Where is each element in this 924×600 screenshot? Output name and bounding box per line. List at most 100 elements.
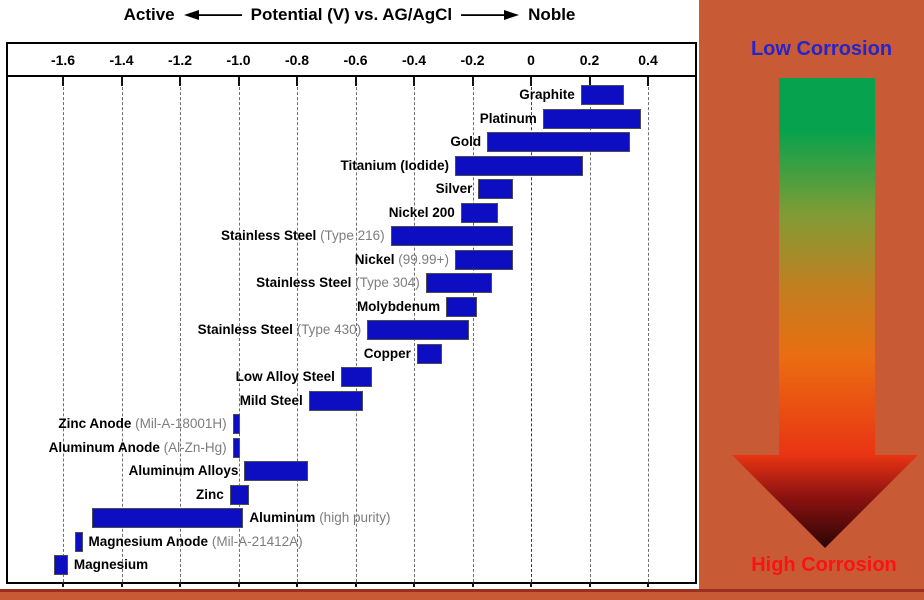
series-label: Magnesium Anode (Mil-A-21412A) <box>89 532 303 552</box>
series-label: Nickel 200 <box>389 203 455 223</box>
series-bar <box>308 390 364 411</box>
series-name: Aluminum Alloys <box>128 463 239 478</box>
axis-tick-mark <box>413 77 415 86</box>
axis-tick-label: -1.4 <box>109 51 134 68</box>
series-bar <box>478 179 513 199</box>
gridline <box>297 77 298 582</box>
axis-tick-label: -1.0 <box>226 51 251 68</box>
series-bar <box>460 202 498 223</box>
series-name: Mild Steel <box>239 392 303 408</box>
axis-tick-mark <box>179 77 181 86</box>
series-label: Graphite <box>519 85 575 105</box>
title-noble: Noble <box>528 5 576 24</box>
series-label: Magnesium <box>74 555 148 575</box>
series-bar <box>340 367 373 387</box>
series-name: Aluminum <box>249 510 316 525</box>
series-label: Stainless Steel (Type 216) <box>221 226 385 246</box>
series-label: Stainless Steel (Type 430) <box>198 320 362 340</box>
series-bar <box>487 132 630 152</box>
series-bar <box>580 85 624 105</box>
series-label: Stainless Steel (Type 304) <box>256 273 420 293</box>
series-label: Mild Steel <box>240 391 303 411</box>
series-name: Silver <box>435 181 473 196</box>
series-bar <box>232 414 241 434</box>
axis-tick-mark <box>471 77 474 86</box>
series-label: Aluminum Anode (Al-Zn-Hg) <box>49 438 227 458</box>
axis-tick-mark <box>237 582 240 587</box>
series-note: (Mil-A-18001H) <box>135 416 227 431</box>
series-label: Titanium (Iodide) <box>340 156 449 176</box>
series-bar <box>92 508 244 528</box>
series-label: Platinum <box>480 109 537 129</box>
series-label: Aluminum Alloys <box>129 461 239 481</box>
series-label: Gold <box>450 132 481 152</box>
series-label: Nickel (99.99+) <box>355 250 449 270</box>
series-name: Molybdenum <box>356 298 441 314</box>
high-corrosion-label: High Corrosion <box>751 554 897 576</box>
corrosion-arrow-shaft <box>779 78 875 455</box>
series-bar <box>446 296 478 317</box>
axis-tick-mark <box>530 582 532 587</box>
series-name: Platinum <box>479 110 537 126</box>
axis-tick-mark <box>296 77 298 86</box>
axis-tick-label: -0.8 <box>284 51 310 68</box>
series-note: (Type 304) <box>355 275 420 290</box>
series-bar <box>367 320 469 340</box>
series-name: Magnesium <box>73 557 149 572</box>
series-bar <box>425 273 493 293</box>
axis-tick-label: 0.2 <box>579 51 600 68</box>
series-bar <box>244 461 308 481</box>
gridline <box>355 77 357 582</box>
corrosion-legend-panel: Low Corrosion High Corrosion <box>699 0 924 600</box>
series-name: Magnesium Anode <box>88 533 209 549</box>
axis-tick-mark <box>62 77 64 86</box>
axis-tick-label: -1.6 <box>50 51 76 68</box>
gridline <box>180 77 181 582</box>
axis-tick-label: -0.4 <box>401 51 427 68</box>
series-name: Stainless Steel <box>197 322 293 337</box>
series-bar <box>454 249 513 270</box>
series-note: (Type 430) <box>296 322 362 337</box>
series-label: Zinc Anode (Mil-A-18001H) <box>58 414 226 434</box>
axis-tick-mark <box>413 582 415 587</box>
axis-tick-mark <box>588 582 591 587</box>
series-label: Aluminum (high purity) <box>249 508 390 528</box>
series-bar <box>390 226 513 246</box>
title-active: Active <box>123 5 175 24</box>
axis-tick-mark <box>296 582 298 587</box>
axis-tick-mark <box>588 77 591 86</box>
axis-tick-label: 0 <box>527 51 535 68</box>
zero-gridline <box>531 77 532 582</box>
series-bar <box>232 437 241 458</box>
axis-tick-mark <box>179 582 181 587</box>
series-note: (99.99+) <box>398 251 449 267</box>
series-name: Nickel 200 <box>388 204 455 220</box>
gridline <box>63 77 64 582</box>
series-name: Low Alloy Steel <box>235 369 335 384</box>
series-name: Titanium (Iodide) <box>340 157 449 173</box>
series-name: Graphite <box>519 87 575 102</box>
series-label: Low Alloy Steel <box>236 367 335 387</box>
axis-tick-mark <box>62 582 64 587</box>
bottom-border-strip <box>0 589 924 600</box>
chart-title: Active Potential (V) vs. AG/AgCl Noble <box>0 5 699 25</box>
series-name: Zinc <box>195 486 224 502</box>
series-label: Zinc <box>196 485 224 505</box>
gridline <box>121 77 123 582</box>
x-axis-box: -1.6 -1.4 -1.2 -1.0 -0.8 -0.6 -0.4 -0.2 0 0.2 0.4 <box>6 42 697 77</box>
series-name: Copper <box>363 345 411 361</box>
low-corrosion-label: Low Corrosion <box>750 38 893 60</box>
axis-tick-mark <box>237 77 240 86</box>
axis-tick-mark <box>120 77 123 86</box>
series-name: Zinc Anode <box>58 416 132 431</box>
axis-tick-label: -1.2 <box>167 51 193 68</box>
axis-tick-mark <box>354 582 357 587</box>
series-note: (high purity) <box>319 510 391 525</box>
axis-tick-label: 0.4 <box>638 51 658 68</box>
right-arrow-icon <box>461 10 520 20</box>
series-bar <box>542 108 642 129</box>
gridline <box>472 77 474 582</box>
series-name: Gold <box>450 134 482 149</box>
axis-tick-mark <box>471 582 474 587</box>
